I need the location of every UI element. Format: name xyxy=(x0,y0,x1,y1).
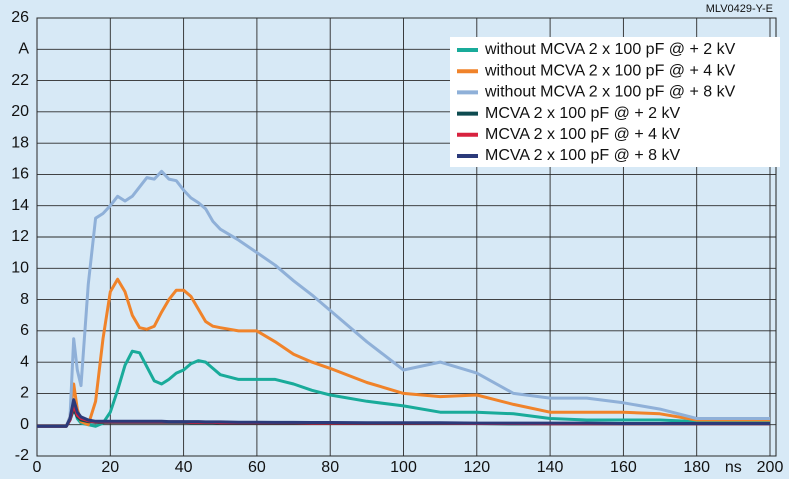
legend-label: MCVA 2 x 100 pF @ + 4 kV xyxy=(485,126,680,143)
legend-label: without MCVA 2 x 100 pF @ + 8 kV xyxy=(484,84,736,101)
x-tick-label: 140 xyxy=(537,459,564,476)
legend-label: MCVA 2 x 100 pF @ + 2 kV xyxy=(485,105,680,122)
data-line xyxy=(37,169,770,428)
y-tick-label: 18 xyxy=(11,134,29,151)
x-axis-unit: ns xyxy=(725,459,742,476)
y-tick-label: A xyxy=(18,41,29,58)
x-tick-label: 40 xyxy=(175,459,193,476)
x-tick-label: 0 xyxy=(33,459,42,476)
y-tick-label: -2 xyxy=(15,447,29,464)
y-tick-label: 8 xyxy=(20,291,29,308)
legend: without MCVA 2 x 100 pF @ + 2 kV without … xyxy=(450,37,780,167)
x-tick-label: 180 xyxy=(683,459,710,476)
legend-label: without MCVA 2 x 100 pF @ + 2 kV xyxy=(484,41,736,58)
y-tick-label: 12 xyxy=(11,228,29,245)
y-tick-label: 2 xyxy=(20,385,29,402)
x-tick-label: 60 xyxy=(248,459,266,476)
y-tick-label: 22 xyxy=(11,72,29,89)
y-tick-label: 16 xyxy=(11,166,29,183)
x-tick-label: 160 xyxy=(610,459,637,476)
x-tick-label: 120 xyxy=(463,459,490,476)
x-tick-label: 80 xyxy=(321,459,339,476)
y-tick-label: 26 xyxy=(11,9,29,26)
y-tick-label: 4 xyxy=(20,353,29,370)
y-tick-label: 10 xyxy=(11,260,29,277)
x-tick-label: 200 xyxy=(757,459,784,476)
data-line xyxy=(37,398,770,428)
x-tick-label: 20 xyxy=(101,459,119,476)
legend-box xyxy=(450,37,780,167)
y-tick-label: 20 xyxy=(11,103,29,120)
x-tick-label: 100 xyxy=(390,459,417,476)
legend-label: without MCVA 2 x 100 pF @ + 4 kV xyxy=(484,62,736,79)
y-tick-label: 14 xyxy=(11,197,29,214)
annotation: MLV0429-Y-E xyxy=(706,3,773,15)
y-tick-label: 0 xyxy=(20,416,29,433)
legend-label: MCVA 2 x 100 pF @ + 8 kV xyxy=(485,147,680,164)
y-tick-label: 6 xyxy=(20,322,29,339)
